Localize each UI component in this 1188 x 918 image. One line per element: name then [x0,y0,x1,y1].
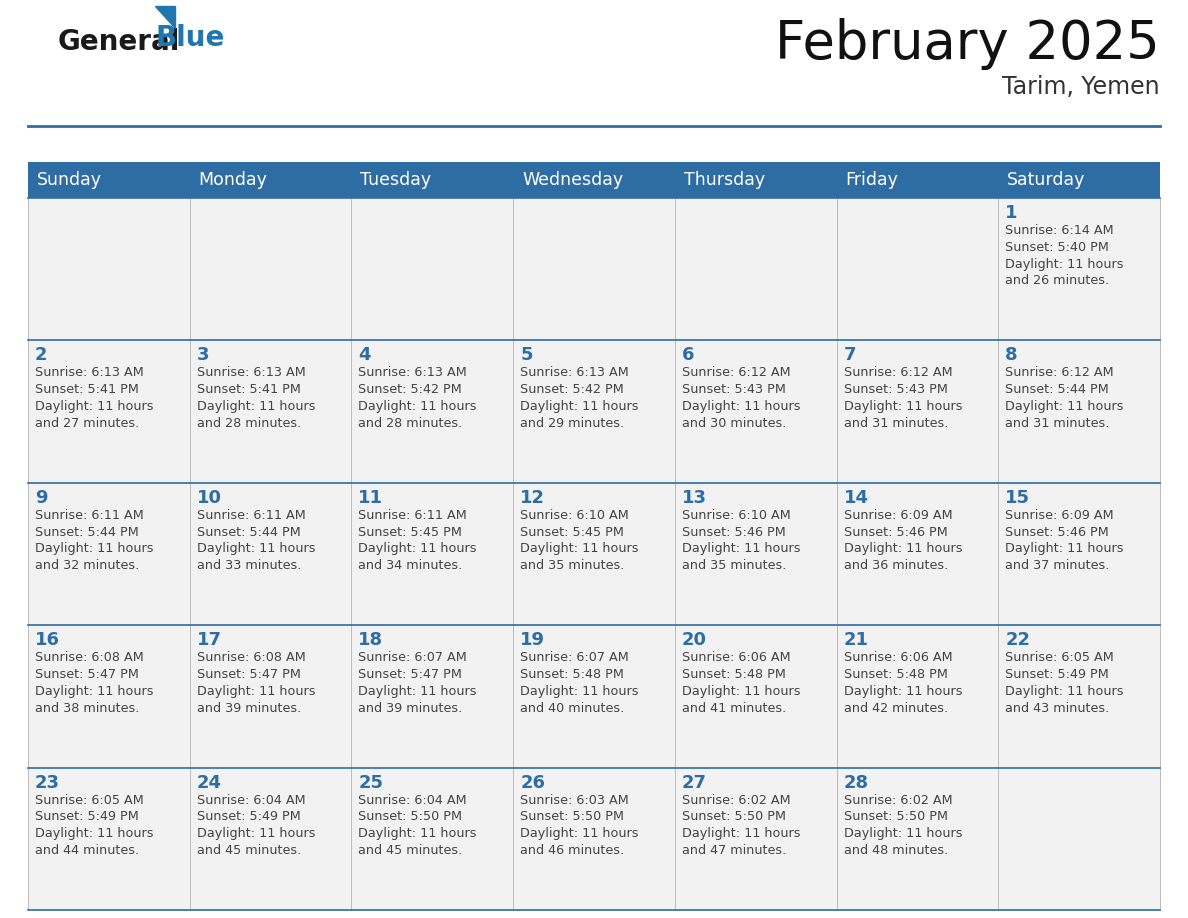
Bar [29,198,1159,341]
Text: 25: 25 [359,774,384,791]
Text: Sunrise: 6:07 AM
Sunset: 5:48 PM
Daylight: 11 hours
and 40 minutes.: Sunrise: 6:07 AM Sunset: 5:48 PM Dayligh… [520,651,639,714]
Text: Sunrise: 6:14 AM
Sunset: 5:40 PM
Daylight: 11 hours
and 26 minutes.: Sunrise: 6:14 AM Sunset: 5:40 PM Dayligh… [1005,224,1124,287]
Text: 12: 12 [520,488,545,507]
Text: 14: 14 [843,488,868,507]
Text: Friday: Friday [846,171,898,189]
Text: Sunrise: 6:04 AM
Sunset: 5:49 PM
Daylight: 11 hours
and 45 minutes.: Sunrise: 6:04 AM Sunset: 5:49 PM Dayligh… [197,793,315,857]
Text: 22: 22 [1005,632,1030,649]
Text: Tuesday: Tuesday [360,171,431,189]
Text: Sunrise: 6:09 AM
Sunset: 5:46 PM
Daylight: 11 hours
and 37 minutes.: Sunrise: 6:09 AM Sunset: 5:46 PM Dayligh… [1005,509,1124,572]
Text: 3: 3 [197,346,209,364]
Text: Sunrise: 6:12 AM
Sunset: 5:43 PM
Daylight: 11 hours
and 31 minutes.: Sunrise: 6:12 AM Sunset: 5:43 PM Dayligh… [843,366,962,430]
Text: 21: 21 [843,632,868,649]
Text: 15: 15 [1005,488,1030,507]
Bar [352,162,513,198]
Text: 10: 10 [197,488,222,507]
Text: Sunrise: 6:02 AM
Sunset: 5:50 PM
Daylight: 11 hours
and 48 minutes.: Sunrise: 6:02 AM Sunset: 5:50 PM Dayligh… [843,793,962,857]
Text: Sunrise: 6:12 AM
Sunset: 5:43 PM
Daylight: 11 hours
and 30 minutes.: Sunrise: 6:12 AM Sunset: 5:43 PM Dayligh… [682,366,801,430]
Text: Sunrise: 6:11 AM
Sunset: 5:45 PM
Daylight: 11 hours
and 34 minutes.: Sunrise: 6:11 AM Sunset: 5:45 PM Dayligh… [359,509,476,572]
Polygon shape [154,6,175,28]
Text: Wednesday: Wednesday [523,171,624,189]
Bar [190,162,352,198]
Text: Sunrise: 6:06 AM
Sunset: 5:48 PM
Daylight: 11 hours
and 42 minutes.: Sunrise: 6:06 AM Sunset: 5:48 PM Dayligh… [843,651,962,714]
Text: 26: 26 [520,774,545,791]
Text: Sunrise: 6:05 AM
Sunset: 5:49 PM
Daylight: 11 hours
and 43 minutes.: Sunrise: 6:05 AM Sunset: 5:49 PM Dayligh… [1005,651,1124,714]
Text: 1: 1 [1005,204,1018,222]
Text: Sunrise: 6:08 AM
Sunset: 5:47 PM
Daylight: 11 hours
and 38 minutes.: Sunrise: 6:08 AM Sunset: 5:47 PM Dayligh… [34,651,153,714]
Text: 27: 27 [682,774,707,791]
Bar [29,162,190,198]
Text: Sunrise: 6:10 AM
Sunset: 5:46 PM
Daylight: 11 hours
and 35 minutes.: Sunrise: 6:10 AM Sunset: 5:46 PM Dayligh… [682,509,801,572]
Text: 11: 11 [359,488,384,507]
Text: 28: 28 [843,774,868,791]
Text: 8: 8 [1005,346,1018,364]
Bar [29,341,1159,483]
Text: 7: 7 [843,346,857,364]
Text: Monday: Monday [198,171,267,189]
Bar [29,483,1159,625]
Text: 24: 24 [197,774,222,791]
Text: Sunrise: 6:13 AM
Sunset: 5:41 PM
Daylight: 11 hours
and 28 minutes.: Sunrise: 6:13 AM Sunset: 5:41 PM Dayligh… [197,366,315,430]
Text: Tarim, Yemen: Tarim, Yemen [1003,75,1159,99]
Text: 23: 23 [34,774,61,791]
Bar [998,162,1159,198]
Text: Sunrise: 6:13 AM
Sunset: 5:42 PM
Daylight: 11 hours
and 28 minutes.: Sunrise: 6:13 AM Sunset: 5:42 PM Dayligh… [359,366,476,430]
Bar [675,162,836,198]
Text: 6: 6 [682,346,694,364]
Text: 17: 17 [197,632,222,649]
Text: 18: 18 [359,632,384,649]
Text: Sunrise: 6:09 AM
Sunset: 5:46 PM
Daylight: 11 hours
and 36 minutes.: Sunrise: 6:09 AM Sunset: 5:46 PM Dayligh… [843,509,962,572]
Bar [513,162,675,198]
Text: Sunrise: 6:07 AM
Sunset: 5:47 PM
Daylight: 11 hours
and 39 minutes.: Sunrise: 6:07 AM Sunset: 5:47 PM Dayligh… [359,651,476,714]
Text: February 2025: February 2025 [776,18,1159,70]
Text: Sunrise: 6:13 AM
Sunset: 5:42 PM
Daylight: 11 hours
and 29 minutes.: Sunrise: 6:13 AM Sunset: 5:42 PM Dayligh… [520,366,639,430]
Bar [836,162,998,198]
Text: Sunrise: 6:03 AM
Sunset: 5:50 PM
Daylight: 11 hours
and 46 minutes.: Sunrise: 6:03 AM Sunset: 5:50 PM Dayligh… [520,793,639,857]
Text: 5: 5 [520,346,532,364]
Text: Sunrise: 6:12 AM
Sunset: 5:44 PM
Daylight: 11 hours
and 31 minutes.: Sunrise: 6:12 AM Sunset: 5:44 PM Dayligh… [1005,366,1124,430]
Text: Sunrise: 6:13 AM
Sunset: 5:41 PM
Daylight: 11 hours
and 27 minutes.: Sunrise: 6:13 AM Sunset: 5:41 PM Dayligh… [34,366,153,430]
Text: Blue: Blue [154,24,225,52]
Text: 4: 4 [359,346,371,364]
Text: 9: 9 [34,488,48,507]
Text: 2: 2 [34,346,48,364]
Text: Saturday: Saturday [1007,171,1086,189]
Text: Sunrise: 6:10 AM
Sunset: 5:45 PM
Daylight: 11 hours
and 35 minutes.: Sunrise: 6:10 AM Sunset: 5:45 PM Dayligh… [520,509,639,572]
Bar [29,625,1159,767]
Text: General: General [58,28,181,56]
Text: Sunrise: 6:08 AM
Sunset: 5:47 PM
Daylight: 11 hours
and 39 minutes.: Sunrise: 6:08 AM Sunset: 5:47 PM Dayligh… [197,651,315,714]
Text: 16: 16 [34,632,61,649]
Text: Sunrise: 6:11 AM
Sunset: 5:44 PM
Daylight: 11 hours
and 33 minutes.: Sunrise: 6:11 AM Sunset: 5:44 PM Dayligh… [197,509,315,572]
Text: 19: 19 [520,632,545,649]
Text: Sunrise: 6:11 AM
Sunset: 5:44 PM
Daylight: 11 hours
and 32 minutes.: Sunrise: 6:11 AM Sunset: 5:44 PM Dayligh… [34,509,153,572]
Text: Sunday: Sunday [37,171,102,189]
Text: 20: 20 [682,632,707,649]
Text: Sunrise: 6:02 AM
Sunset: 5:50 PM
Daylight: 11 hours
and 47 minutes.: Sunrise: 6:02 AM Sunset: 5:50 PM Dayligh… [682,793,801,857]
Text: 13: 13 [682,488,707,507]
Text: Sunrise: 6:05 AM
Sunset: 5:49 PM
Daylight: 11 hours
and 44 minutes.: Sunrise: 6:05 AM Sunset: 5:49 PM Dayligh… [34,793,153,857]
Text: Thursday: Thursday [684,171,765,189]
Text: Sunrise: 6:04 AM
Sunset: 5:50 PM
Daylight: 11 hours
and 45 minutes.: Sunrise: 6:04 AM Sunset: 5:50 PM Dayligh… [359,793,476,857]
Bar [29,767,1159,910]
Text: Sunrise: 6:06 AM
Sunset: 5:48 PM
Daylight: 11 hours
and 41 minutes.: Sunrise: 6:06 AM Sunset: 5:48 PM Dayligh… [682,651,801,714]
